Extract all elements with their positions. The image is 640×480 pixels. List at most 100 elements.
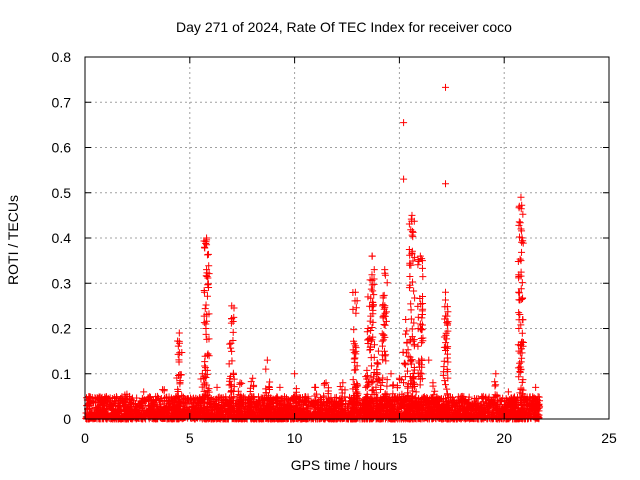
data-point <box>243 405 251 413</box>
data-point <box>191 405 199 413</box>
data-point <box>414 313 422 321</box>
data-point <box>367 405 375 413</box>
data-point <box>324 384 332 392</box>
data-point <box>227 405 235 413</box>
x-axis-label: GPS time / hours <box>291 457 398 473</box>
data-point <box>407 215 415 223</box>
data-point <box>418 307 426 315</box>
data-point <box>140 388 148 396</box>
data-point <box>352 304 360 312</box>
data-point <box>214 401 222 409</box>
data-point <box>323 405 331 413</box>
data-point <box>442 288 450 296</box>
chart-title: Day 271 of 2024, Rate Of TEC Index for r… <box>176 19 512 35</box>
data-point <box>387 370 395 378</box>
y-tick-label: 0.5 <box>52 185 72 201</box>
data-point <box>408 211 416 219</box>
data-point <box>435 408 443 416</box>
data-point <box>98 398 106 406</box>
data-point <box>123 390 131 398</box>
data-point <box>418 321 426 329</box>
data-point <box>409 233 417 241</box>
data-point <box>373 400 381 408</box>
data-point <box>515 296 523 304</box>
data-point <box>229 397 237 405</box>
data-point <box>124 414 132 422</box>
data-point <box>412 388 420 396</box>
data-point <box>407 306 415 314</box>
y-tick-label: 0.8 <box>52 49 72 65</box>
data-point <box>531 413 539 421</box>
data-point <box>401 361 409 369</box>
data-point <box>407 357 415 365</box>
data-point <box>383 382 391 390</box>
data-point <box>382 308 390 316</box>
data-point <box>257 394 265 402</box>
data-point <box>181 407 189 415</box>
data-point <box>200 288 208 296</box>
data-point <box>235 399 243 407</box>
data-point <box>517 225 525 233</box>
data-point <box>444 320 452 328</box>
data-point <box>262 389 270 397</box>
data-point <box>350 340 358 348</box>
data-point <box>535 393 543 401</box>
data-point <box>406 261 414 269</box>
data-point <box>459 401 467 409</box>
data-point <box>415 402 423 410</box>
data-point <box>532 406 540 414</box>
data-point <box>228 315 236 323</box>
data-point <box>339 379 347 387</box>
data-point <box>322 407 330 415</box>
data-point <box>203 241 211 249</box>
data-point <box>405 245 413 253</box>
data-point <box>419 273 427 281</box>
y-tick-labels: 0 0.1 0.2 0.3 0.4 0.5 0.6 0.7 0.8 <box>52 49 72 427</box>
data-point <box>363 390 371 398</box>
data-point <box>416 295 424 303</box>
data-point <box>406 272 414 280</box>
data-point <box>218 398 226 406</box>
data-point <box>367 354 375 362</box>
data-point <box>122 406 130 414</box>
data-point <box>439 414 447 422</box>
data-point <box>282 408 290 416</box>
data-point <box>353 362 361 370</box>
data-point <box>406 281 414 289</box>
data-point <box>195 410 203 418</box>
data-point <box>205 310 213 318</box>
data-point <box>517 365 525 373</box>
data-point <box>236 379 244 387</box>
data-point <box>524 405 532 413</box>
data-point <box>203 335 211 343</box>
data-point <box>532 383 540 391</box>
data-point <box>330 398 338 406</box>
data-point <box>139 410 147 418</box>
data-point <box>403 403 411 411</box>
data-point <box>225 411 233 419</box>
data-point <box>418 314 426 322</box>
data-point <box>463 406 471 414</box>
data-point <box>389 381 397 389</box>
data-point <box>372 389 380 397</box>
data-point <box>418 264 426 272</box>
data-point <box>373 412 381 420</box>
data-point <box>165 393 173 401</box>
data-point <box>406 353 414 361</box>
data-point <box>109 405 117 413</box>
data-point <box>174 342 182 350</box>
data-point <box>201 390 209 398</box>
data-point <box>400 360 408 368</box>
data-point <box>201 244 209 252</box>
data-point <box>349 376 357 384</box>
data-point <box>418 339 426 347</box>
data-point <box>213 383 221 391</box>
data-point <box>441 312 449 320</box>
x-tick-label: 10 <box>287 430 303 446</box>
y-tick-label: 0 <box>63 411 71 427</box>
data-point <box>466 412 474 420</box>
data-point <box>513 401 521 409</box>
data-point <box>477 400 485 408</box>
data-point <box>272 405 280 413</box>
data-point <box>508 411 516 419</box>
